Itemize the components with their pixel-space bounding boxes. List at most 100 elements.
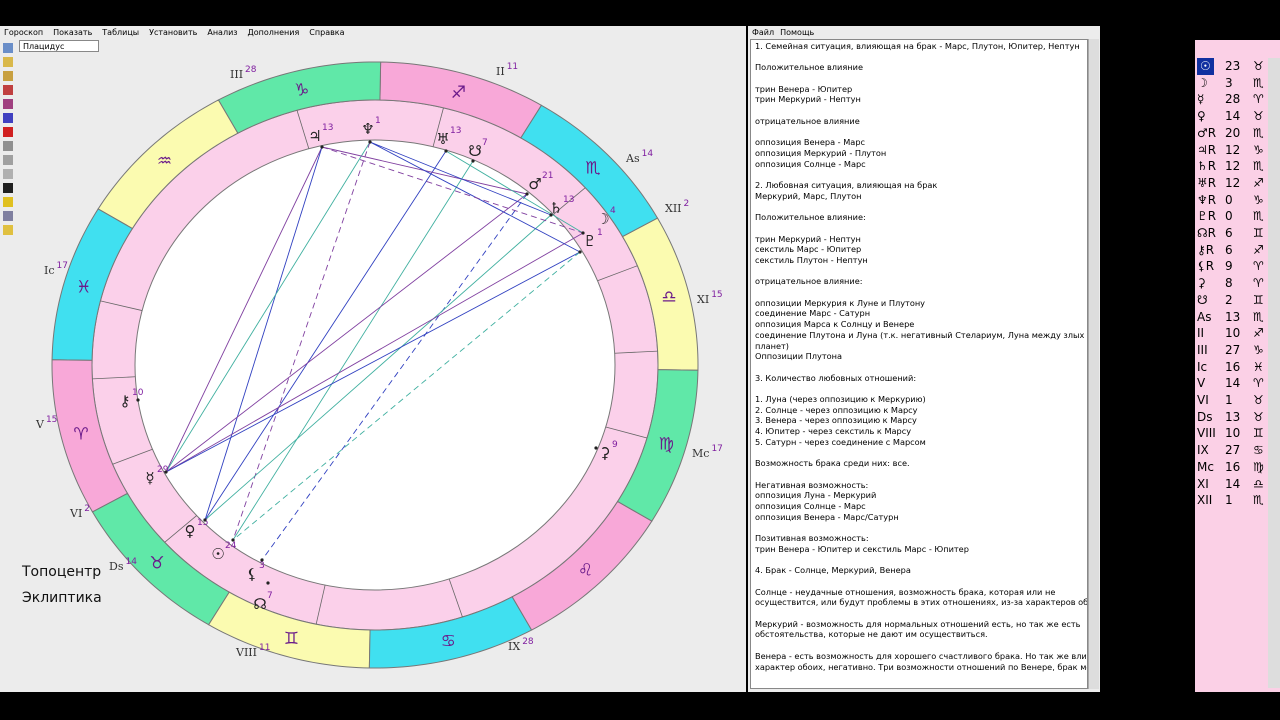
position-row: ☽ 3 ♏ (1195, 75, 1270, 92)
chart-note: Эклиптика (22, 590, 102, 606)
position-row: ♅R 12 ♐ (1195, 175, 1270, 192)
aspect-line (165, 193, 528, 473)
position-row: VI 1 ♉ (1195, 392, 1270, 409)
text-line: оппозиция Марса к Солнцу и Венере (755, 319, 915, 330)
sign-glyph: ♐ (451, 83, 466, 103)
paragraph: Венера - есть возможность для хорошего с… (755, 651, 1087, 672)
sign: ♍ (1253, 459, 1264, 474)
position-row: III 27 ♑ (1195, 342, 1270, 359)
text-line: соединение Марс - Сатурн (755, 308, 871, 319)
text-line: 2. Солнце - через оппозицию к Марсу (755, 404, 918, 415)
sign: ♐ (1253, 175, 1264, 190)
text-area[interactable]: 1. Семейная ситуация, влияющая на брак -… (750, 39, 1088, 689)
glyph: Mc (1197, 459, 1214, 474)
house-label: VIII (235, 646, 257, 659)
aspect-line (165, 146, 323, 473)
glyph: Ic (1197, 359, 1208, 374)
degree: 12 (1225, 159, 1241, 174)
text-line: отрицательное влияние: (755, 276, 863, 287)
degree: 14 (1225, 376, 1241, 391)
house-system-select[interactable]: Плацидус (19, 40, 99, 52)
degree: 1 (1225, 393, 1233, 407)
planet-glyph: ☋ (468, 142, 481, 160)
paragraph: отрицательное влияние (755, 116, 1083, 127)
degree: 13 (1225, 309, 1241, 324)
degree: 27 (1225, 443, 1241, 458)
glyph: Ds (1197, 409, 1213, 424)
position-row: ⚷R 6 ♐ (1195, 242, 1270, 259)
aspect-line (369, 141, 552, 216)
house-degree: 14 (125, 557, 137, 567)
sign: ♊ (1253, 226, 1264, 240)
planet-glyph: ♀ (185, 522, 196, 540)
wheel: ♎♏♐♑♒♓♈♉♊ ♋♌♍♃ 13 ♆ 1♅ 13☋ 7♂ 21♄ 13☽ 4♇ 1⚳ 9⚷ 10☿ 29… (21, 61, 723, 669)
degree: 0 (1225, 192, 1233, 207)
sign: ♉ (1253, 109, 1264, 124)
planet-dot (525, 192, 529, 196)
position-row: XI 14 ♎ (1195, 476, 1270, 493)
text-line: 2. Любовная ситуация, влияющая на брак (755, 180, 938, 191)
menu-item[interactable]: Гороскоп (4, 28, 44, 37)
text-line: оппозиция Меркурий - Плутон (755, 147, 887, 158)
house-label: VI (69, 507, 82, 520)
menu-item[interactable]: Помощь (780, 28, 815, 37)
paragraph: 2. Любовная ситуация, влияющая на брак Ме… (755, 180, 1083, 201)
planet-degree: 29 (157, 465, 169, 475)
paragraph: 4. Брак - Солнце, Меркурий, Венера (755, 565, 1083, 576)
menu-item[interactable]: Таблицы (102, 28, 140, 37)
planet-dot (594, 446, 598, 450)
menu-item[interactable]: Установить (149, 28, 198, 37)
house-label: XI (697, 293, 709, 306)
scrollbar[interactable] (1268, 58, 1280, 688)
planet-degree: 21 (542, 171, 553, 181)
glyph: II (1197, 326, 1205, 341)
sign: ♐ (1253, 326, 1264, 341)
sign-glyph: ♍ (659, 434, 674, 454)
sign-glyph: ♌ (578, 560, 593, 580)
text-line: Возможность брака среди них: все. (755, 458, 910, 469)
position-row: ♂R 20 ♏ (1195, 125, 1270, 142)
house-cusp (315, 584, 326, 625)
house-label: Ds (109, 560, 124, 573)
degree: 6 (1225, 242, 1233, 257)
text-line: 3. Венера - через оппозицию к Марсу (755, 415, 917, 426)
aspect-line (165, 251, 581, 473)
scrollbar[interactable] (1088, 39, 1099, 689)
house-cusp (605, 426, 648, 439)
sign-glyph: ♑ (294, 80, 309, 100)
planet-degree: 13 (563, 195, 574, 205)
glyph: VI (1197, 393, 1209, 407)
aspect-line (165, 141, 371, 473)
planet-degree: 3 (259, 561, 265, 571)
glyph: ⚷R (1197, 242, 1215, 257)
menu-item[interactable]: Показать (53, 28, 93, 37)
degree: 28 (1225, 92, 1241, 107)
planet-glyph: ♅ (436, 130, 449, 148)
house-cusp (92, 376, 136, 380)
planet-degree: 13 (322, 123, 333, 133)
planet-degree: 1 (597, 228, 603, 238)
planet-dot (368, 140, 372, 144)
house-degree: 14 (642, 149, 654, 159)
planet-glyph: ⚸ (247, 565, 258, 583)
text-line: оппозиция Солнце - Марс (755, 501, 866, 512)
paragraph: Негативная возможность: оппозиция Луна - … (755, 480, 1083, 523)
text-line: 1. Луна (через оппозицию к Меркурию) (755, 394, 926, 405)
degree: 10 (1225, 326, 1241, 341)
degree: 3 (1225, 75, 1233, 90)
menu-item[interactable]: Файл (752, 28, 775, 37)
sign: ♈ (1253, 259, 1264, 274)
planet-glyph: ⚷ (120, 392, 131, 410)
menu-item[interactable]: Анализ (207, 28, 238, 37)
sign-glyph: ♉ (149, 553, 164, 573)
menu-item[interactable]: Справка (309, 28, 345, 37)
planet-dot (164, 470, 168, 474)
position-row: ♃R 12 ♑ (1195, 142, 1270, 159)
menu-item[interactable]: Дополнения (247, 28, 300, 37)
text-line: оппозиция Венера - Марс (755, 137, 866, 148)
planet-dot (444, 149, 448, 153)
sign: ♈ (1253, 376, 1264, 391)
sign-glyph: ♓ (76, 278, 91, 298)
paragraph: Возможность брака среди них: все. (755, 458, 1083, 469)
sign: ♉ (1253, 59, 1264, 73)
